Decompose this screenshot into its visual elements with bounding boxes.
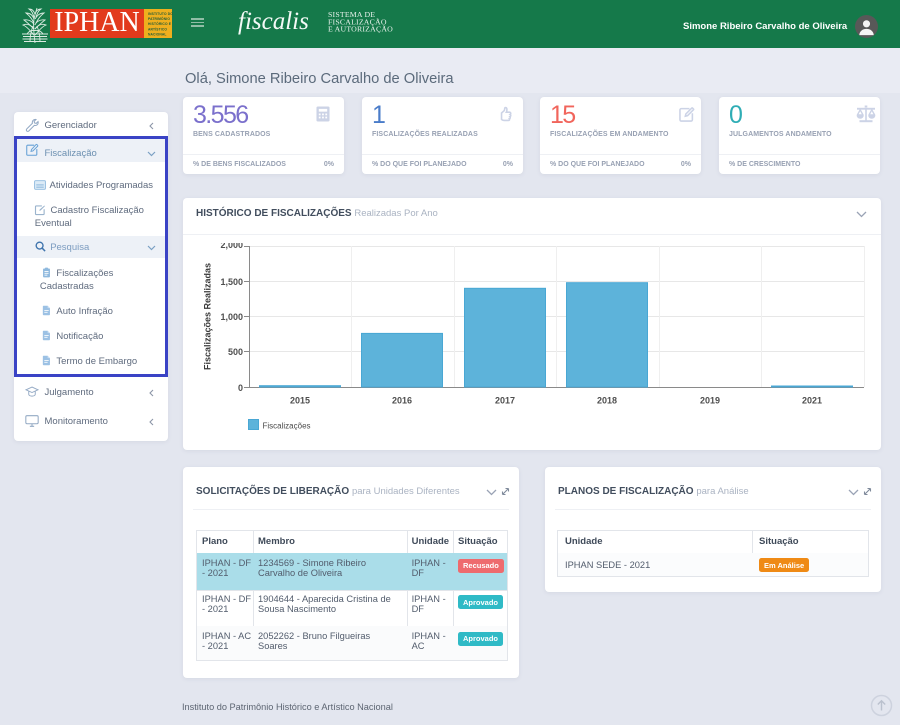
svg-text:2018: 2018 (597, 396, 617, 406)
svg-text:2019: 2019 (700, 396, 720, 406)
svg-text:0: 0 (238, 383, 243, 393)
svg-text:2016: 2016 (392, 396, 412, 406)
svg-text:2017: 2017 (495, 396, 515, 406)
svg-text:2015: 2015 (290, 396, 310, 406)
svg-text:2,000: 2,000 (220, 243, 243, 250)
svg-text:500: 500 (228, 347, 243, 357)
svg-text:1,500: 1,500 (220, 277, 243, 287)
svg-text:1,000: 1,000 (220, 312, 243, 322)
svg-text:2021: 2021 (802, 396, 822, 406)
svg-text:Fiscalizações: Fiscalizações (263, 422, 311, 431)
svg-text:Fiscalizações Realizadas: Fiscalizações Realizadas (203, 263, 213, 370)
